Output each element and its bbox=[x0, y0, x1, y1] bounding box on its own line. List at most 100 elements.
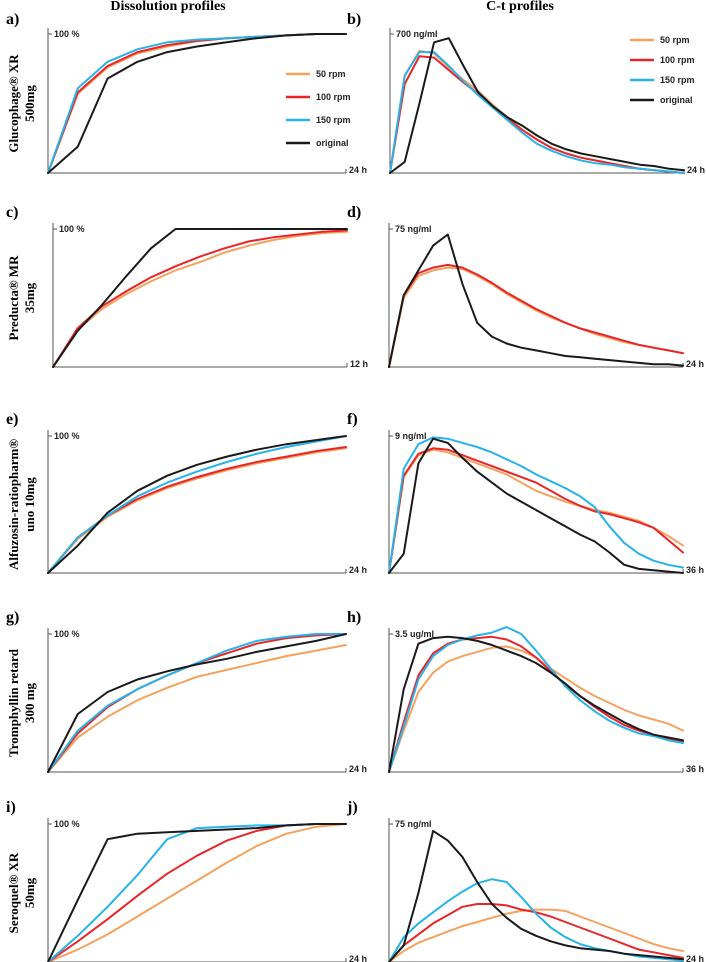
series-line-original bbox=[47, 33, 347, 174]
legend-label: original bbox=[316, 138, 349, 148]
y-max-label: 100 % bbox=[59, 224, 85, 234]
panel-e: e) 100 % 24 h Alfuzosin-ratiopharm®uno 10mg bbox=[6, 411, 367, 575]
panel-g: g) 100 % 24 h Tromphyllin retard300 mg bbox=[6, 609, 367, 774]
row-label-line: 35mg bbox=[22, 282, 37, 313]
series-line-50-rpm bbox=[388, 448, 684, 574]
series-line-150-rpm bbox=[47, 435, 347, 574]
series-line-original bbox=[389, 37, 685, 174]
series-line-50-rpm bbox=[47, 447, 347, 574]
y-max-label: 75 ng/ml bbox=[395, 224, 432, 234]
series-line-50-rpm bbox=[47, 33, 347, 174]
panel-j: j) 75 ng/ml 24 h bbox=[346, 799, 704, 962]
x-max-label: 36 h bbox=[686, 565, 704, 575]
series-line-50-rpm bbox=[389, 49, 685, 174]
x-max-label: 24 h bbox=[349, 954, 367, 962]
row-label-c: Preducta® MR35mg bbox=[6, 255, 37, 341]
legend-label: 100 rpm bbox=[316, 92, 351, 102]
panel-label-a: a) bbox=[6, 11, 19, 28]
panel-label-i: i) bbox=[6, 799, 16, 816]
series-line-100-rpm bbox=[388, 635, 684, 773]
x-max-label: 24 h bbox=[349, 165, 367, 175]
panel-label-j: j) bbox=[346, 799, 358, 816]
row-label-line: 500mg bbox=[22, 85, 37, 122]
panel-d: d) 75 ng/ml 24 h bbox=[347, 204, 704, 369]
series-line-50-rpm bbox=[388, 645, 684, 773]
panel-a: a) 100 % 24 h Glucophage® XR500mg bbox=[6, 11, 367, 175]
legend-label: original bbox=[660, 95, 693, 105]
y-max-label: 100 % bbox=[54, 29, 80, 39]
series-line-original bbox=[47, 823, 347, 962]
series-line-50-rpm bbox=[388, 266, 684, 368]
series-line-150-rpm bbox=[388, 436, 684, 574]
row-label-a: Glucophage® XR500mg bbox=[6, 54, 37, 153]
series-line-original bbox=[388, 829, 684, 962]
legend-label: 150 rpm bbox=[316, 115, 351, 125]
series-line-150-rpm bbox=[47, 33, 347, 174]
series-line-150-rpm bbox=[47, 633, 347, 773]
legend-label: 100 rpm bbox=[660, 55, 695, 65]
series-line-150-rpm bbox=[388, 626, 684, 773]
y-max-label: 9 ng/ml bbox=[395, 431, 427, 441]
series-line-50-rpm bbox=[47, 823, 347, 962]
series-line-original bbox=[52, 228, 348, 368]
row-label-line: Preducta® MR bbox=[6, 255, 21, 341]
panel-f: f) 9 ng/ml 36 h bbox=[347, 411, 704, 575]
y-max-label: 100 % bbox=[54, 431, 80, 441]
row-label-g: Tromphyllin retard300 mg bbox=[6, 648, 37, 757]
x-max-label: 24 h bbox=[686, 359, 704, 369]
series-line-50-rpm bbox=[52, 230, 348, 368]
legend-label: 50 rpm bbox=[660, 35, 690, 45]
row-label-i: Seroquel® XR50mg bbox=[6, 852, 37, 933]
series-line-original bbox=[388, 635, 684, 773]
row-label-line: 50mg bbox=[22, 877, 37, 908]
series-line-100-rpm bbox=[52, 229, 348, 368]
x-max-label: 36 h bbox=[686, 764, 704, 774]
panel-h: h) 3.5 ug/ml 36 h bbox=[347, 609, 704, 774]
series-line-100-rpm bbox=[47, 33, 347, 174]
panel-c: c) 100 % 12 h Preducta® MR35mg bbox=[6, 204, 368, 369]
header-dissolution-profiles: Dissolution profiles bbox=[110, 0, 226, 14]
panel-label-g: g) bbox=[6, 609, 19, 626]
series-line-original bbox=[388, 233, 684, 368]
legend-label: 150 rpm bbox=[660, 75, 695, 85]
series-line-100-rpm bbox=[388, 263, 684, 368]
series-line-original bbox=[47, 633, 347, 773]
x-max-label: 12 h bbox=[350, 359, 368, 369]
panel-label-f: f) bbox=[347, 411, 358, 428]
row-label-line: uno 10mg bbox=[22, 477, 37, 532]
panel-label-h: h) bbox=[347, 609, 361, 626]
series-line-150-rpm bbox=[389, 51, 685, 174]
y-max-label: 75 ng/ml bbox=[395, 819, 432, 829]
legend-a: 50 rpm 100 rpm 150 rpm original bbox=[286, 69, 351, 148]
series-line-100-rpm bbox=[47, 446, 347, 574]
x-max-label: 24 h bbox=[686, 954, 704, 962]
legend-b: 50 rpm 100 rpm 150 rpm original bbox=[630, 35, 695, 105]
row-label-line: Tromphyllin retard bbox=[6, 648, 21, 757]
row-label-line: 300 mg bbox=[22, 682, 37, 723]
series-line-100-rpm bbox=[388, 447, 684, 574]
series-line-100-rpm bbox=[389, 55, 685, 174]
series-line-original bbox=[388, 437, 684, 574]
series-line-50-rpm bbox=[388, 908, 684, 962]
chart-panels: a) 100 % 24 h Glucophage® XR500mg b) 700 ng/m… bbox=[6, 11, 705, 962]
y-max-label: 100 % bbox=[54, 819, 80, 829]
header-ct-profiles: C-t profiles bbox=[486, 0, 554, 14]
panel-label-b: b) bbox=[347, 11, 361, 28]
row-label-line: Seroquel® XR bbox=[6, 852, 21, 933]
y-max-label: 100 % bbox=[54, 629, 80, 639]
legend-label: 50 rpm bbox=[316, 69, 346, 79]
row-label-e: Alfuzosin-ratiopharm®uno 10mg bbox=[6, 439, 37, 570]
row-label-line: Alfuzosin-ratiopharm® bbox=[6, 439, 21, 570]
panel-b: b) 700 ng/ml 24 h bbox=[347, 11, 705, 175]
series-line-original bbox=[47, 435, 347, 574]
panel-i: i) 100 % 24 h Seroquel® XR50mg bbox=[6, 799, 367, 962]
series-line-50-rpm bbox=[47, 644, 347, 773]
row-label-line: Glucophage® XR bbox=[6, 54, 21, 153]
y-max-label: 700 ng/ml bbox=[396, 29, 438, 39]
panel-label-e: e) bbox=[6, 411, 18, 428]
panel-label-d: d) bbox=[347, 204, 361, 221]
y-max-label: 3.5 ug/ml bbox=[395, 629, 434, 639]
panel-label-c: c) bbox=[6, 204, 18, 221]
x-max-label: 24 h bbox=[349, 565, 367, 575]
